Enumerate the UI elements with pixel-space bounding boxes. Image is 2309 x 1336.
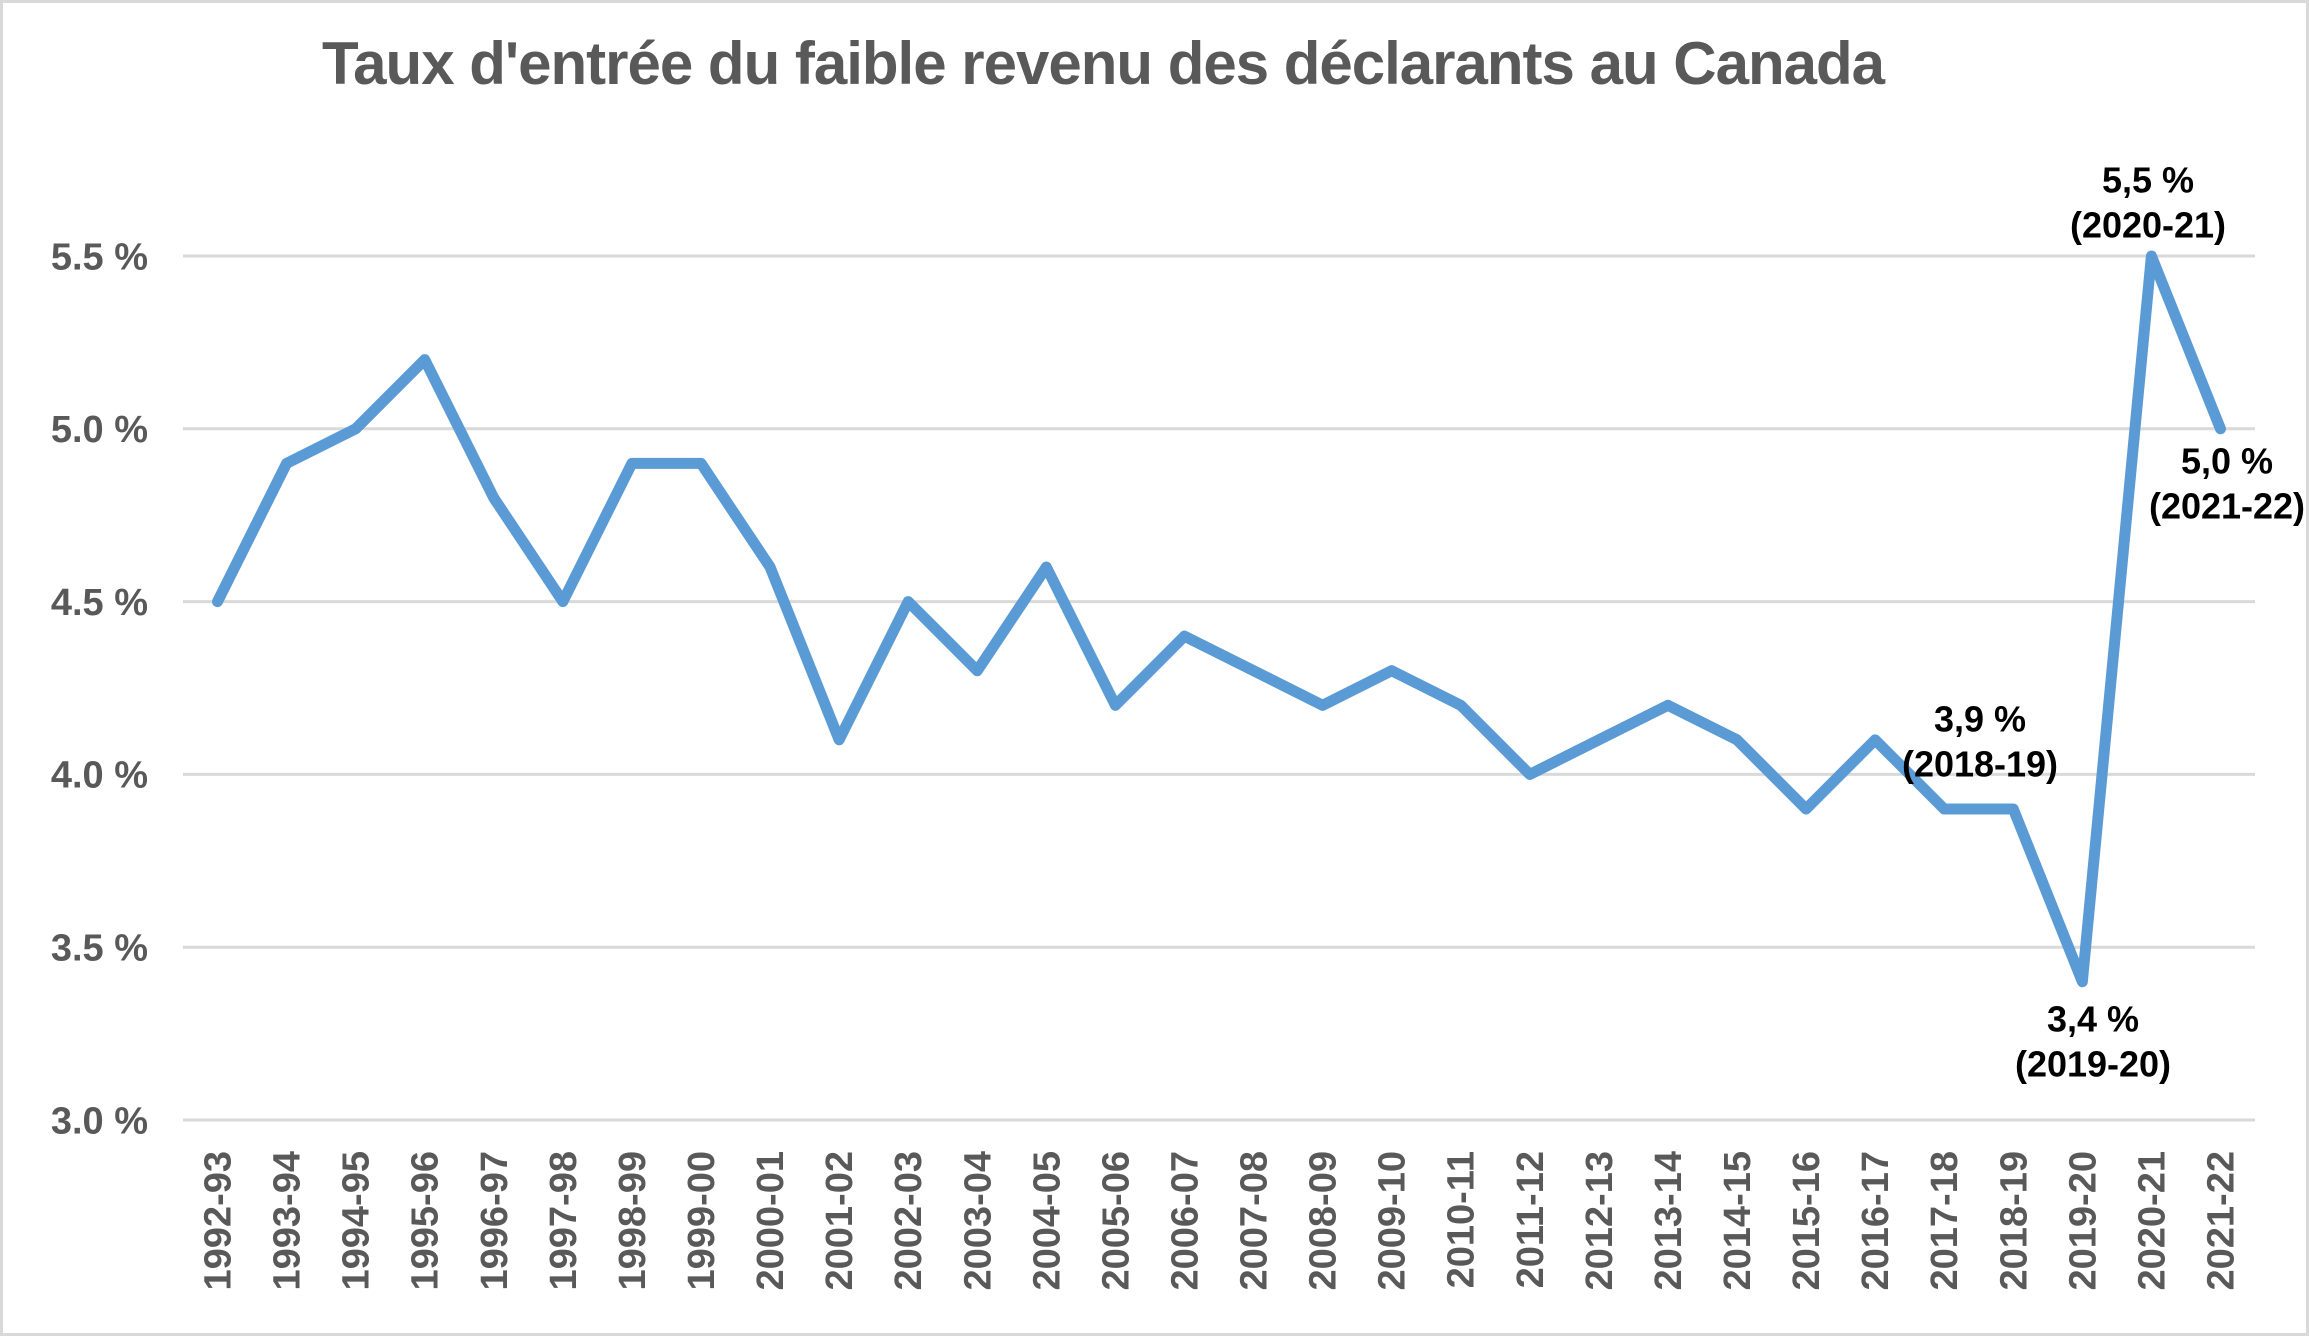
- x-axis-tick-label: 2020-21: [2131, 1151, 2173, 1290]
- x-axis-tick-label: 2003-04: [957, 1151, 999, 1290]
- chart-title: Taux d'entrée du faible revenu des décla…: [321, 30, 1885, 97]
- x-axis-tick-label: 2015-16: [1786, 1151, 1828, 1290]
- x-axis-tick-label: 2006-07: [1164, 1151, 1206, 1290]
- x-axis-tick-label: 2009-10: [1372, 1151, 1414, 1290]
- x-axis-tick-label: 2014-15: [1717, 1151, 1759, 1290]
- data-point-annotation: (2018-19): [1902, 744, 2058, 785]
- y-axis-tick-label: 5.5 %: [51, 236, 148, 278]
- x-axis-tick-label: 2008-09: [1303, 1151, 1345, 1290]
- data-series-line: [212, 250, 2226, 988]
- x-axis-tick-label: 1992-93: [198, 1151, 240, 1290]
- x-axis-tick-label: 2019-20: [2062, 1151, 2104, 1290]
- data-point-annotation: 3,9 %: [1934, 699, 2026, 740]
- x-axis-tick-label: 2013-14: [1648, 1151, 1690, 1290]
- x-axis-tick-label: 1997-98: [543, 1151, 585, 1290]
- x-axis-tick-label: 1998-99: [612, 1151, 654, 1290]
- x-axis-tick-label: 2011-12: [1510, 1151, 1552, 1288]
- x-axis-tick-label: 2001-02: [819, 1151, 861, 1290]
- x-axis-tick-label: 1993-94: [267, 1151, 309, 1290]
- data-point-annotation: 5,5 %: [2102, 160, 2194, 201]
- data-point-annotation: 5,0 %: [2181, 441, 2273, 482]
- x-axis-tick-label: 1994-95: [336, 1151, 378, 1290]
- x-axis-tick-label: 1999-00: [681, 1151, 723, 1290]
- x-axis-tick-label: 2005-06: [1095, 1151, 1137, 1290]
- x-axis-tick-label: 2000-01: [750, 1151, 792, 1290]
- x-axis-tick-label: 2002-03: [888, 1151, 930, 1290]
- x-axis-tick-label: 2021-22: [2200, 1151, 2242, 1290]
- x-axis-tick-label: 2017-18: [1924, 1151, 1966, 1290]
- x-axis-tick-label: 2004-05: [1026, 1151, 1068, 1290]
- y-axis-tick-label: 3.5 %: [51, 928, 148, 970]
- x-axis-tick-label: 2012-13: [1579, 1151, 1621, 1290]
- x-axis-tick-label: 2010-11: [1441, 1151, 1483, 1288]
- data-point-annotation: 3,4 %: [2047, 999, 2139, 1040]
- y-axis-tick-label: 3.0 %: [51, 1100, 148, 1142]
- data-point-annotation: (2019-20): [2015, 1044, 2171, 1085]
- x-axis-tick-label: 2007-08: [1234, 1151, 1276, 1290]
- data-point-annotation: (2020-21): [2070, 205, 2226, 246]
- x-axis-tick-label: 1996-97: [474, 1151, 516, 1290]
- line-chart-canvas: 3.0 % 3.5 % 4.0 % 4.5 % 5.0 % 5.5 % 1992-93 199…: [51, 160, 2305, 1291]
- x-axis-tick-label: 2018-19: [1993, 1151, 2035, 1290]
- x-axis-tick-label: 2016-17: [1855, 1151, 1897, 1290]
- data-point-annotation: (2021-22): [2149, 486, 2305, 527]
- x-axis-tick-label: 1995-96: [405, 1151, 447, 1290]
- y-axis-tick-label: 5.0 %: [51, 409, 148, 451]
- y-axis-tick-label: 4.0 %: [51, 755, 148, 797]
- y-axis-tick-label: 4.5 %: [51, 582, 148, 624]
